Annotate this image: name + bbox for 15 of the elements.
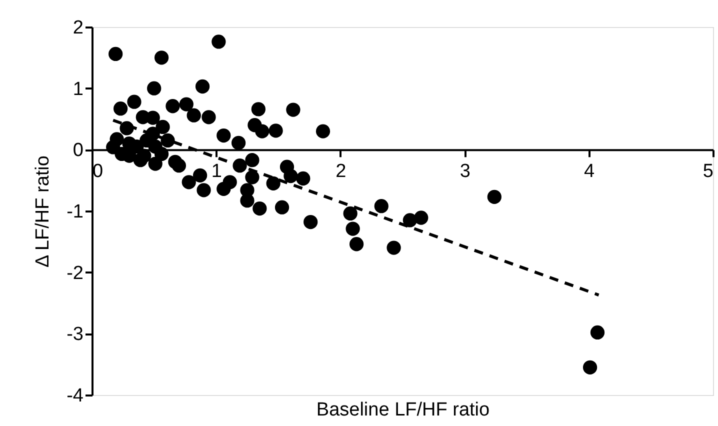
y-tick-label: -3 xyxy=(66,324,84,346)
y-tick-label: 0 xyxy=(72,140,84,162)
x-tick-label: 5 xyxy=(702,161,714,182)
x-tick-label: 2 xyxy=(336,161,346,182)
x-tick-label: 1 xyxy=(211,161,222,182)
x-tick-label: 0 xyxy=(92,161,104,182)
x-axis-title: Baseline LF/HF ratio xyxy=(316,400,490,420)
y-tick-label: 1 xyxy=(72,78,84,100)
y-tick-label: -4 xyxy=(66,386,84,406)
y-axis-title: Δ LF/HF ratio xyxy=(32,156,54,268)
y-tick-label: -1 xyxy=(66,202,84,222)
x-tick-label: 4 xyxy=(584,161,596,182)
y-tick-label: 2 xyxy=(72,18,84,38)
y-tick-label: -2 xyxy=(66,262,84,284)
x-tick-label: 3 xyxy=(460,161,470,182)
